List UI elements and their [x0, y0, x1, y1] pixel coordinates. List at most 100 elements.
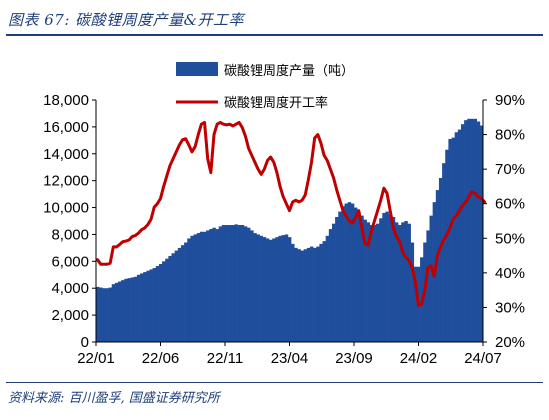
production-bar — [146, 270, 150, 342]
production-bar — [256, 234, 260, 342]
production-bar — [225, 225, 229, 342]
production-bar — [136, 274, 141, 342]
y-left-tick-label: 14,000 — [43, 146, 89, 163]
production-bar — [372, 225, 377, 342]
production-bar — [149, 269, 153, 342]
production-bar — [401, 222, 405, 342]
production-bar — [96, 286, 100, 342]
production-bar — [247, 227, 251, 342]
production-bar — [102, 288, 106, 342]
production-bar — [196, 233, 201, 342]
production-bar — [376, 223, 380, 342]
production-bar — [350, 203, 355, 342]
production-bar — [426, 230, 430, 342]
production-bar — [250, 230, 254, 342]
title-rule — [6, 34, 543, 36]
production-bar — [300, 250, 304, 342]
y-left-tick-label: 0 — [81, 334, 89, 351]
production-bar — [171, 253, 175, 342]
production-bar — [193, 234, 197, 342]
y-left-tick-label: 16,000 — [43, 119, 89, 136]
source-rule — [6, 382, 543, 383]
production-bar — [438, 177, 443, 342]
x-tick-label: 22/01 — [77, 350, 115, 367]
production-bar — [319, 243, 323, 342]
production-bar — [322, 241, 326, 342]
y-right-tick-label: 70% — [495, 161, 525, 178]
production-bar — [221, 225, 226, 342]
source-note: 资料来源: 百川盈孚, 国盛证券研究所 — [8, 391, 220, 406]
utilization-line — [96, 120, 487, 308]
production-bar — [479, 125, 484, 342]
production-bar — [454, 132, 459, 342]
production-bar — [413, 266, 418, 342]
production-bar — [303, 249, 308, 342]
legend-line-label: 碳酸锂周度开工率 — [224, 95, 328, 111]
production-bar — [240, 225, 245, 342]
production-bar — [215, 229, 220, 342]
production-bar — [313, 247, 317, 342]
production-bar — [99, 287, 103, 342]
production-bar — [473, 118, 478, 342]
y-left-tick-label: 8,000 — [51, 226, 89, 243]
production-bar — [404, 221, 408, 342]
legend-bar-swatch — [176, 62, 218, 76]
production-bar — [212, 227, 216, 342]
production-bar — [294, 247, 298, 342]
production-bar — [165, 258, 169, 342]
y-right-tick-label: 80% — [495, 127, 525, 144]
production-bar — [184, 242, 188, 342]
production-bar — [410, 242, 415, 342]
production-bar — [382, 212, 386, 342]
production-bar — [228, 225, 232, 342]
production-bar — [158, 264, 163, 342]
production-bar — [155, 266, 160, 342]
production-bar — [253, 233, 257, 342]
production-bar — [243, 226, 248, 342]
production-bar — [464, 120, 468, 342]
production-bar — [218, 226, 223, 342]
production-bar — [118, 281, 122, 342]
production-bar — [130, 277, 135, 342]
production-bar — [174, 250, 179, 342]
production-bar — [265, 238, 270, 342]
production-bar — [111, 284, 116, 342]
production-bar — [445, 149, 449, 342]
production-bar — [451, 137, 455, 342]
y-left-tick-label: 10,000 — [43, 200, 89, 217]
line-series-group — [96, 120, 487, 308]
production-bar — [275, 237, 279, 342]
production-bar — [407, 223, 411, 342]
x-tick-label: 22/06 — [142, 350, 180, 367]
production-bar — [121, 280, 125, 342]
production-bar — [281, 235, 286, 342]
production-bar — [309, 246, 314, 342]
y-right-tick-label: 50% — [495, 230, 525, 247]
production-bar — [366, 222, 371, 342]
production-bar — [388, 214, 393, 342]
production-bar — [209, 229, 213, 342]
production-bar — [385, 211, 389, 342]
production-bar — [105, 288, 109, 342]
production-bar — [180, 245, 185, 342]
production-bar — [237, 225, 242, 342]
production-bar — [114, 282, 119, 342]
production-bar — [394, 222, 399, 342]
production-bar — [457, 129, 462, 342]
production-bar — [344, 203, 349, 342]
x-tick-label: 23/09 — [335, 350, 373, 367]
production-bar — [328, 229, 333, 342]
production-bar — [152, 268, 157, 342]
legend-group: 碳酸锂周度产量（吨） 碳酸锂周度开工率 — [176, 62, 354, 111]
x-tick-label: 23/04 — [271, 350, 309, 367]
production-bar — [133, 276, 138, 342]
y-left-tick-label: 6,000 — [51, 253, 89, 270]
production-bar — [259, 235, 264, 342]
legend-bar-label: 碳酸锂周度产量（吨） — [224, 63, 354, 79]
production-bar — [187, 238, 191, 342]
production-bar — [316, 246, 320, 342]
production-bar — [306, 247, 311, 342]
y-left-tick-label: 2,000 — [51, 307, 89, 324]
production-bar — [369, 225, 374, 342]
